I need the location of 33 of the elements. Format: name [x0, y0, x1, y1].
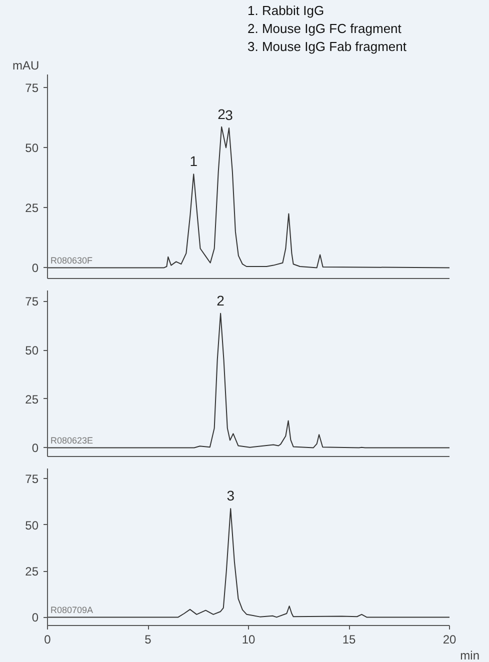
annotation: 2 — [218, 106, 226, 122]
annotation: R080630F — [50, 256, 94, 266]
y-axis-title: mAU — [12, 58, 40, 72]
y-tick-label: 25 — [25, 392, 39, 406]
y-tick-label: 75 — [25, 81, 39, 96]
x-tick-label: 15 — [342, 632, 356, 646]
y-tick-label: 50 — [25, 141, 39, 156]
line-series — [48, 508, 450, 618]
y-tick-label: 25 — [25, 564, 39, 579]
annotation: 3 — [226, 488, 235, 504]
text: 2. Mouse IgG FC fragment — [248, 21, 402, 36]
line-series — [48, 312, 450, 448]
y-tick-label: 50 — [25, 518, 39, 532]
y-tick-label: 25 — [25, 201, 39, 216]
x-tick-label: 20 — [442, 632, 456, 646]
x-tick-label: 10 — [242, 632, 256, 646]
y-tick-label: 75 — [25, 472, 39, 486]
y-tick-label: 75 — [25, 294, 39, 309]
annotation: 2 — [216, 292, 225, 308]
annotation: 1 — [190, 153, 198, 170]
x-tick-label: 0 — [44, 632, 52, 646]
text: 1. Rabbit IgG — [248, 3, 324, 18]
annotation: R080623E — [50, 436, 94, 446]
line-series — [48, 126, 450, 268]
annotation: R080709A — [50, 605, 94, 616]
y-tick-label: 50 — [25, 344, 39, 358]
y-tick-label: 0 — [32, 261, 39, 276]
text: 3. Mouse IgG Fab fragment — [248, 39, 407, 54]
x-tick-label: 5 — [144, 632, 152, 646]
y-tick-label: 0 — [32, 610, 39, 625]
x-axis-title: min — [460, 648, 480, 662]
y-tick-label: 0 — [32, 441, 39, 456]
annotation: 3 — [225, 107, 234, 124]
